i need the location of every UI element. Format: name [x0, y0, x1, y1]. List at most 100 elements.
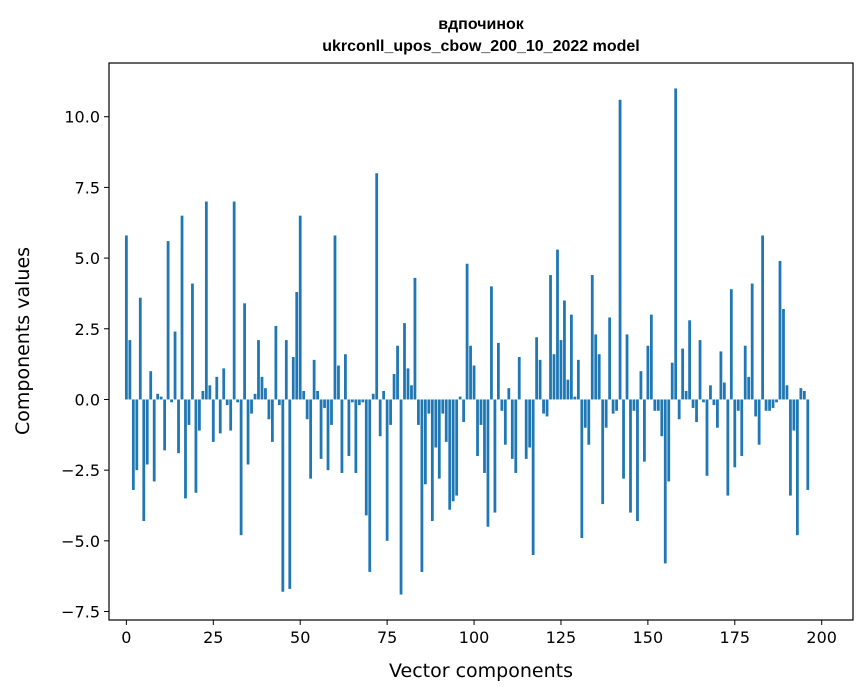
- bar-135: [594, 334, 598, 400]
- y-tick-label: −2.5: [61, 461, 100, 480]
- bar-154: [660, 399, 664, 437]
- bar-40: [264, 388, 267, 400]
- bar-59: [330, 399, 333, 425]
- bar-39: [260, 376, 264, 400]
- bar-70: [368, 399, 372, 572]
- bar-57: [323, 399, 326, 408]
- bar-176: [736, 399, 740, 411]
- bar-173: [726, 399, 730, 496]
- bar-22: [201, 390, 205, 400]
- bar-145: [629, 399, 632, 513]
- bar-44: [277, 399, 281, 406]
- bar-158: [674, 88, 678, 400]
- bar-25: [211, 399, 215, 442]
- bar-68: [361, 399, 365, 403]
- bar-167: [705, 399, 709, 476]
- bar-112: [514, 399, 518, 473]
- bar-193: [795, 399, 799, 536]
- bar-159: [677, 399, 681, 420]
- bar-148: [639, 371, 643, 400]
- bar-192: [792, 399, 796, 431]
- bar-180: [750, 283, 754, 400]
- x-tick-label: 100: [459, 628, 490, 647]
- bar-157: [670, 362, 674, 400]
- bar-103: [483, 399, 486, 473]
- bar-132: [583, 399, 587, 428]
- y-tick-label: 7.5: [75, 178, 100, 197]
- plot-frame: [108, 62, 854, 621]
- x-tick-label: 25: [203, 628, 223, 647]
- chart-title: вдпочинок: [438, 16, 525, 33]
- bar-91: [441, 399, 445, 414]
- bar-119: [538, 359, 542, 400]
- bar-49: [295, 292, 299, 400]
- bar-1: [128, 340, 132, 400]
- bar-111: [510, 399, 514, 459]
- bar-185: [768, 399, 771, 411]
- bar-52: [305, 399, 309, 420]
- bar-133: [587, 399, 591, 445]
- bar-136: [597, 354, 601, 400]
- bar-65: [350, 399, 354, 403]
- y-tick-label: 10.0: [64, 108, 100, 127]
- bar-33: [239, 399, 243, 536]
- bar-3: [135, 399, 139, 471]
- bar-122: [549, 275, 552, 400]
- bar-188: [778, 260, 782, 400]
- bar-131: [580, 399, 584, 538]
- bar-143: [622, 399, 625, 479]
- bar-71: [371, 393, 375, 400]
- bar-13: [170, 399, 173, 403]
- bar-179: [747, 376, 751, 400]
- bar-181: [754, 399, 758, 417]
- bar-29: [225, 399, 229, 406]
- bar-78: [396, 345, 399, 400]
- bar-81: [406, 368, 410, 400]
- bar-86: [423, 399, 427, 485]
- bar-165: [698, 340, 702, 400]
- bar-83: [413, 277, 417, 400]
- bar-35: [246, 399, 250, 465]
- bar-129: [573, 396, 577, 400]
- bar-168: [709, 385, 712, 400]
- bar-55: [316, 390, 319, 400]
- bar-46: [284, 340, 288, 400]
- bar-16: [180, 215, 184, 400]
- bar-31: [232, 201, 236, 400]
- bar-77: [392, 374, 396, 400]
- bar-150: [646, 345, 650, 400]
- bar-146: [632, 399, 636, 411]
- bar-124: [556, 249, 559, 400]
- chart-subtitle: ukrconll_upos_cbow_200_10_2022 model: [322, 38, 639, 55]
- x-tick-label: 200: [806, 628, 837, 647]
- bar-109: [503, 399, 507, 445]
- bar-56: [319, 399, 323, 459]
- bar-58: [326, 399, 330, 471]
- x-axis-label: Vector components: [389, 660, 573, 682]
- bar-8: [152, 399, 156, 482]
- x-tick-label: 0: [121, 628, 131, 647]
- bar-125: [559, 340, 563, 400]
- bar-141: [615, 399, 618, 411]
- bar-76: [389, 399, 392, 425]
- x-tick-label: 50: [290, 628, 310, 647]
- bar-117: [531, 399, 535, 555]
- bar-126: [563, 300, 566, 400]
- bar-28: [222, 368, 226, 400]
- bar-160: [681, 348, 685, 400]
- bar-88: [430, 399, 434, 522]
- bar-36: [250, 399, 253, 414]
- bar-118: [535, 337, 539, 400]
- bar-162: [688, 320, 691, 400]
- bar-50: [298, 215, 302, 400]
- bar-153: [656, 399, 660, 411]
- y-tick-label: −5.0: [61, 532, 100, 551]
- bar-107: [496, 342, 500, 400]
- bar-23: [204, 201, 208, 400]
- bar-171: [719, 351, 723, 400]
- x-tick-label: 125: [546, 628, 577, 647]
- bar-95: [455, 399, 459, 496]
- bar-64: [347, 399, 351, 457]
- bar-177: [740, 399, 744, 457]
- bar-72: [375, 173, 379, 400]
